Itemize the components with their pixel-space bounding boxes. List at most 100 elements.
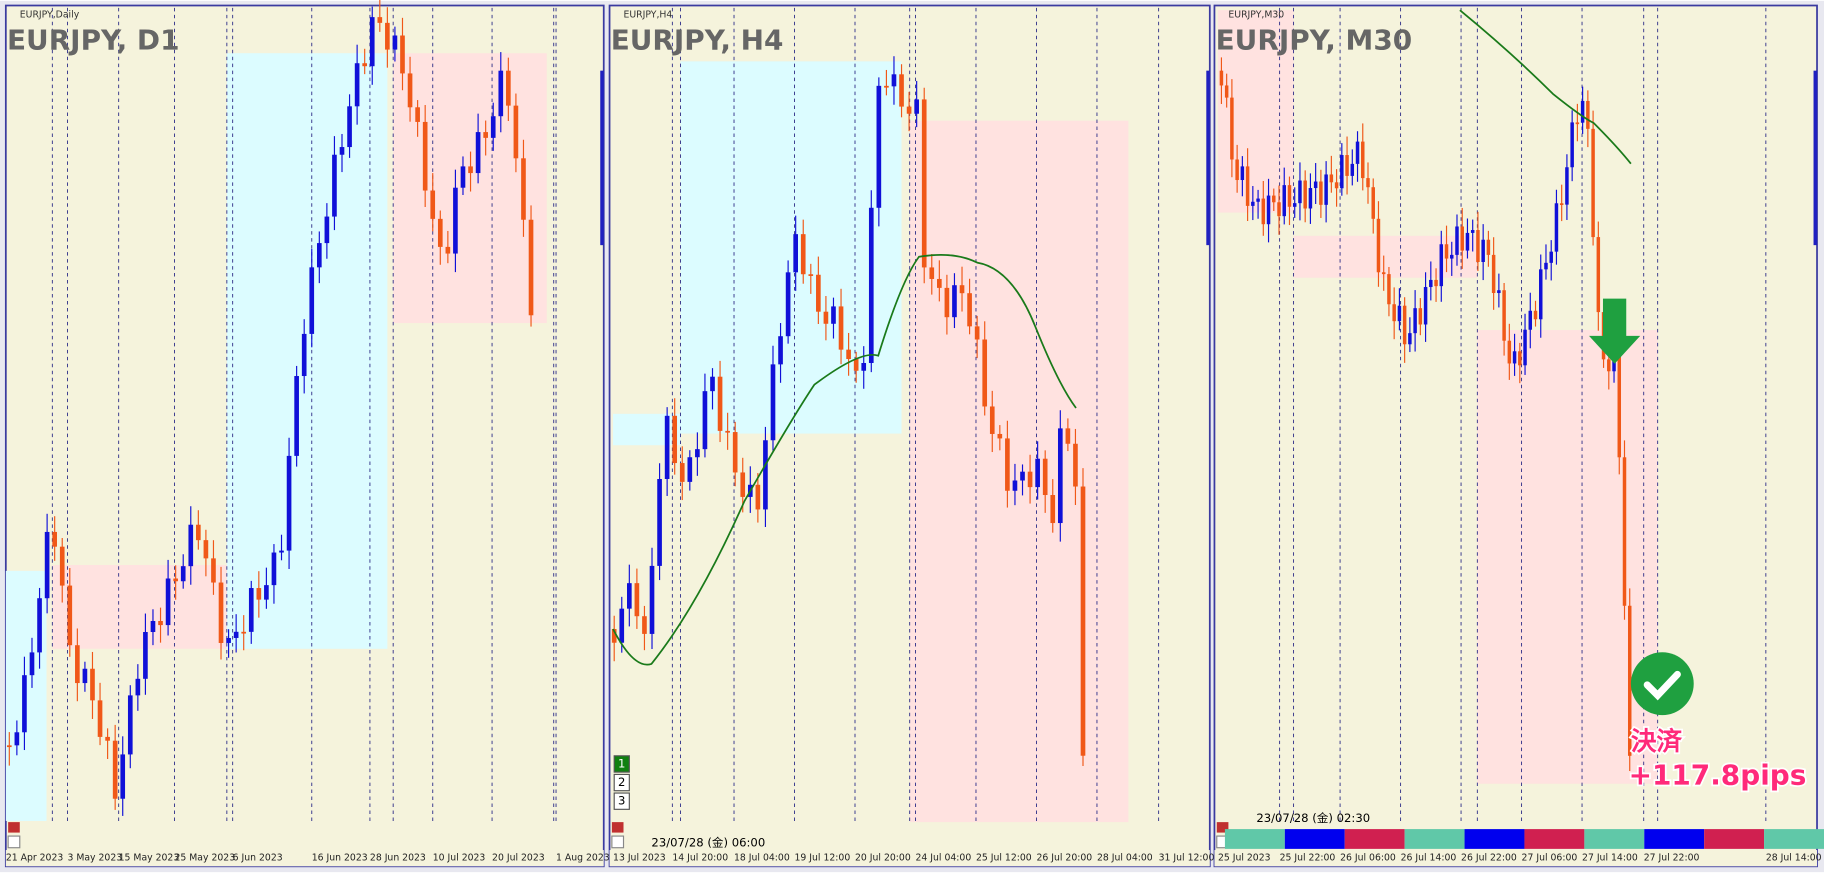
candle-body	[498, 70, 504, 117]
close-button[interactable]	[1216, 822, 1229, 833]
date-label: 25 May 2023	[174, 853, 235, 864]
level-button[interactable]	[613, 773, 630, 792]
candle-body	[415, 107, 420, 122]
candle-body	[1450, 254, 1454, 259]
candle-body	[97, 700, 103, 737]
zone	[613, 413, 681, 446]
candle-body	[1334, 182, 1339, 189]
session-bar	[1644, 829, 1705, 849]
candle-body	[1444, 244, 1449, 259]
candle-body	[354, 63, 360, 107]
date-label: 28 Jul 04:00	[1097, 853, 1153, 864]
result-pips: +117.8pips	[1629, 759, 1807, 792]
candle-body	[29, 652, 35, 676]
candle-body	[52, 531, 57, 547]
candle-body	[921, 99, 927, 268]
candle-body	[309, 267, 315, 334]
candle-body	[211, 558, 216, 583]
close-button[interactable]	[611, 822, 624, 833]
candle-body	[1012, 480, 1018, 491]
candle-body	[347, 106, 352, 148]
candle-body	[1497, 290, 1501, 294]
candle-body	[1460, 226, 1464, 251]
date-label: 18 Jul 04:00	[734, 853, 790, 864]
candle-body	[422, 121, 428, 191]
check-mark	[1643, 670, 1681, 701]
candle-body	[1470, 230, 1475, 233]
candle-body	[120, 754, 126, 799]
candle-body	[642, 616, 647, 634]
candle-body	[929, 267, 935, 279]
candle-body	[1408, 333, 1412, 345]
candle-body	[1261, 198, 1266, 225]
candle-body	[1586, 100, 1590, 129]
candle-body	[1423, 287, 1428, 325]
candle-body	[944, 287, 950, 318]
candle-body	[982, 339, 988, 407]
date-label: 26 Jul 14:00	[1401, 853, 1457, 864]
level-button-label[interactable]: 3	[618, 794, 625, 808]
candle-body	[1319, 181, 1323, 205]
candle-body	[1219, 70, 1224, 86]
date-label: 26 Jul 22:00	[1461, 853, 1517, 864]
candle-body	[316, 243, 322, 268]
candle-body	[672, 415, 678, 464]
candle-body	[778, 336, 783, 365]
close-button[interactable]	[7, 835, 21, 849]
candle-body	[165, 578, 171, 626]
zone	[1293, 235, 1478, 278]
date-label: 26 Jul 06:00	[1340, 853, 1396, 864]
candle-body	[1434, 279, 1438, 287]
candle-body	[959, 285, 965, 294]
candle-body	[241, 631, 247, 634]
date-label: 21 Apr 2023	[6, 853, 64, 864]
candle-body	[634, 583, 640, 617]
session-bar	[1404, 829, 1465, 849]
close-button[interactable]	[8, 822, 20, 833]
candle-body	[437, 218, 443, 247]
candle-body	[385, 22, 390, 50]
candle-body	[1528, 310, 1533, 330]
candle-body	[1617, 353, 1622, 458]
candle-body	[468, 166, 473, 174]
candle-body	[1491, 254, 1496, 294]
candle-body	[1465, 232, 1470, 251]
candle-body	[453, 187, 458, 254]
candle-body	[679, 463, 685, 482]
candle-body	[1455, 226, 1459, 255]
candle-body	[1486, 239, 1491, 255]
candle-body	[793, 234, 798, 273]
candle-body	[203, 540, 209, 559]
candle-body	[1570, 122, 1574, 168]
candle-body	[6, 745, 12, 748]
candle-body	[1324, 174, 1328, 205]
candle-body	[1591, 128, 1595, 238]
zone	[1477, 330, 1658, 784]
candle-body	[1308, 188, 1313, 209]
candle-body	[1429, 279, 1433, 288]
candle-body	[861, 363, 867, 371]
candle-body	[1035, 458, 1040, 488]
date-label: 31 Jul 12:00	[1159, 853, 1215, 864]
date-label: 28 Jul 14:00	[1766, 853, 1822, 864]
date-label: 24 Jul 04:00	[915, 853, 971, 864]
date-label: 25 Jul 2023	[1218, 853, 1271, 864]
close-button[interactable]	[611, 835, 625, 849]
level-button-label[interactable]: 1	[618, 756, 625, 770]
candle-body	[868, 207, 874, 364]
candle-body	[1277, 202, 1281, 217]
zone	[680, 61, 902, 434]
candle-body	[392, 35, 398, 50]
axis-strip	[1206, 70, 1210, 246]
level-button[interactable]	[613, 755, 630, 773]
level-button[interactable]	[613, 792, 630, 810]
candle-body	[952, 285, 957, 318]
level-button-label[interactable]: 2	[618, 775, 625, 789]
candle-body	[1235, 159, 1239, 181]
date-label: 15 May 2023	[119, 853, 180, 864]
candle-body	[286, 455, 292, 551]
candle-body	[1397, 305, 1402, 322]
candle-body	[218, 582, 224, 643]
candle-body	[1507, 340, 1512, 364]
candle-body	[876, 85, 882, 208]
